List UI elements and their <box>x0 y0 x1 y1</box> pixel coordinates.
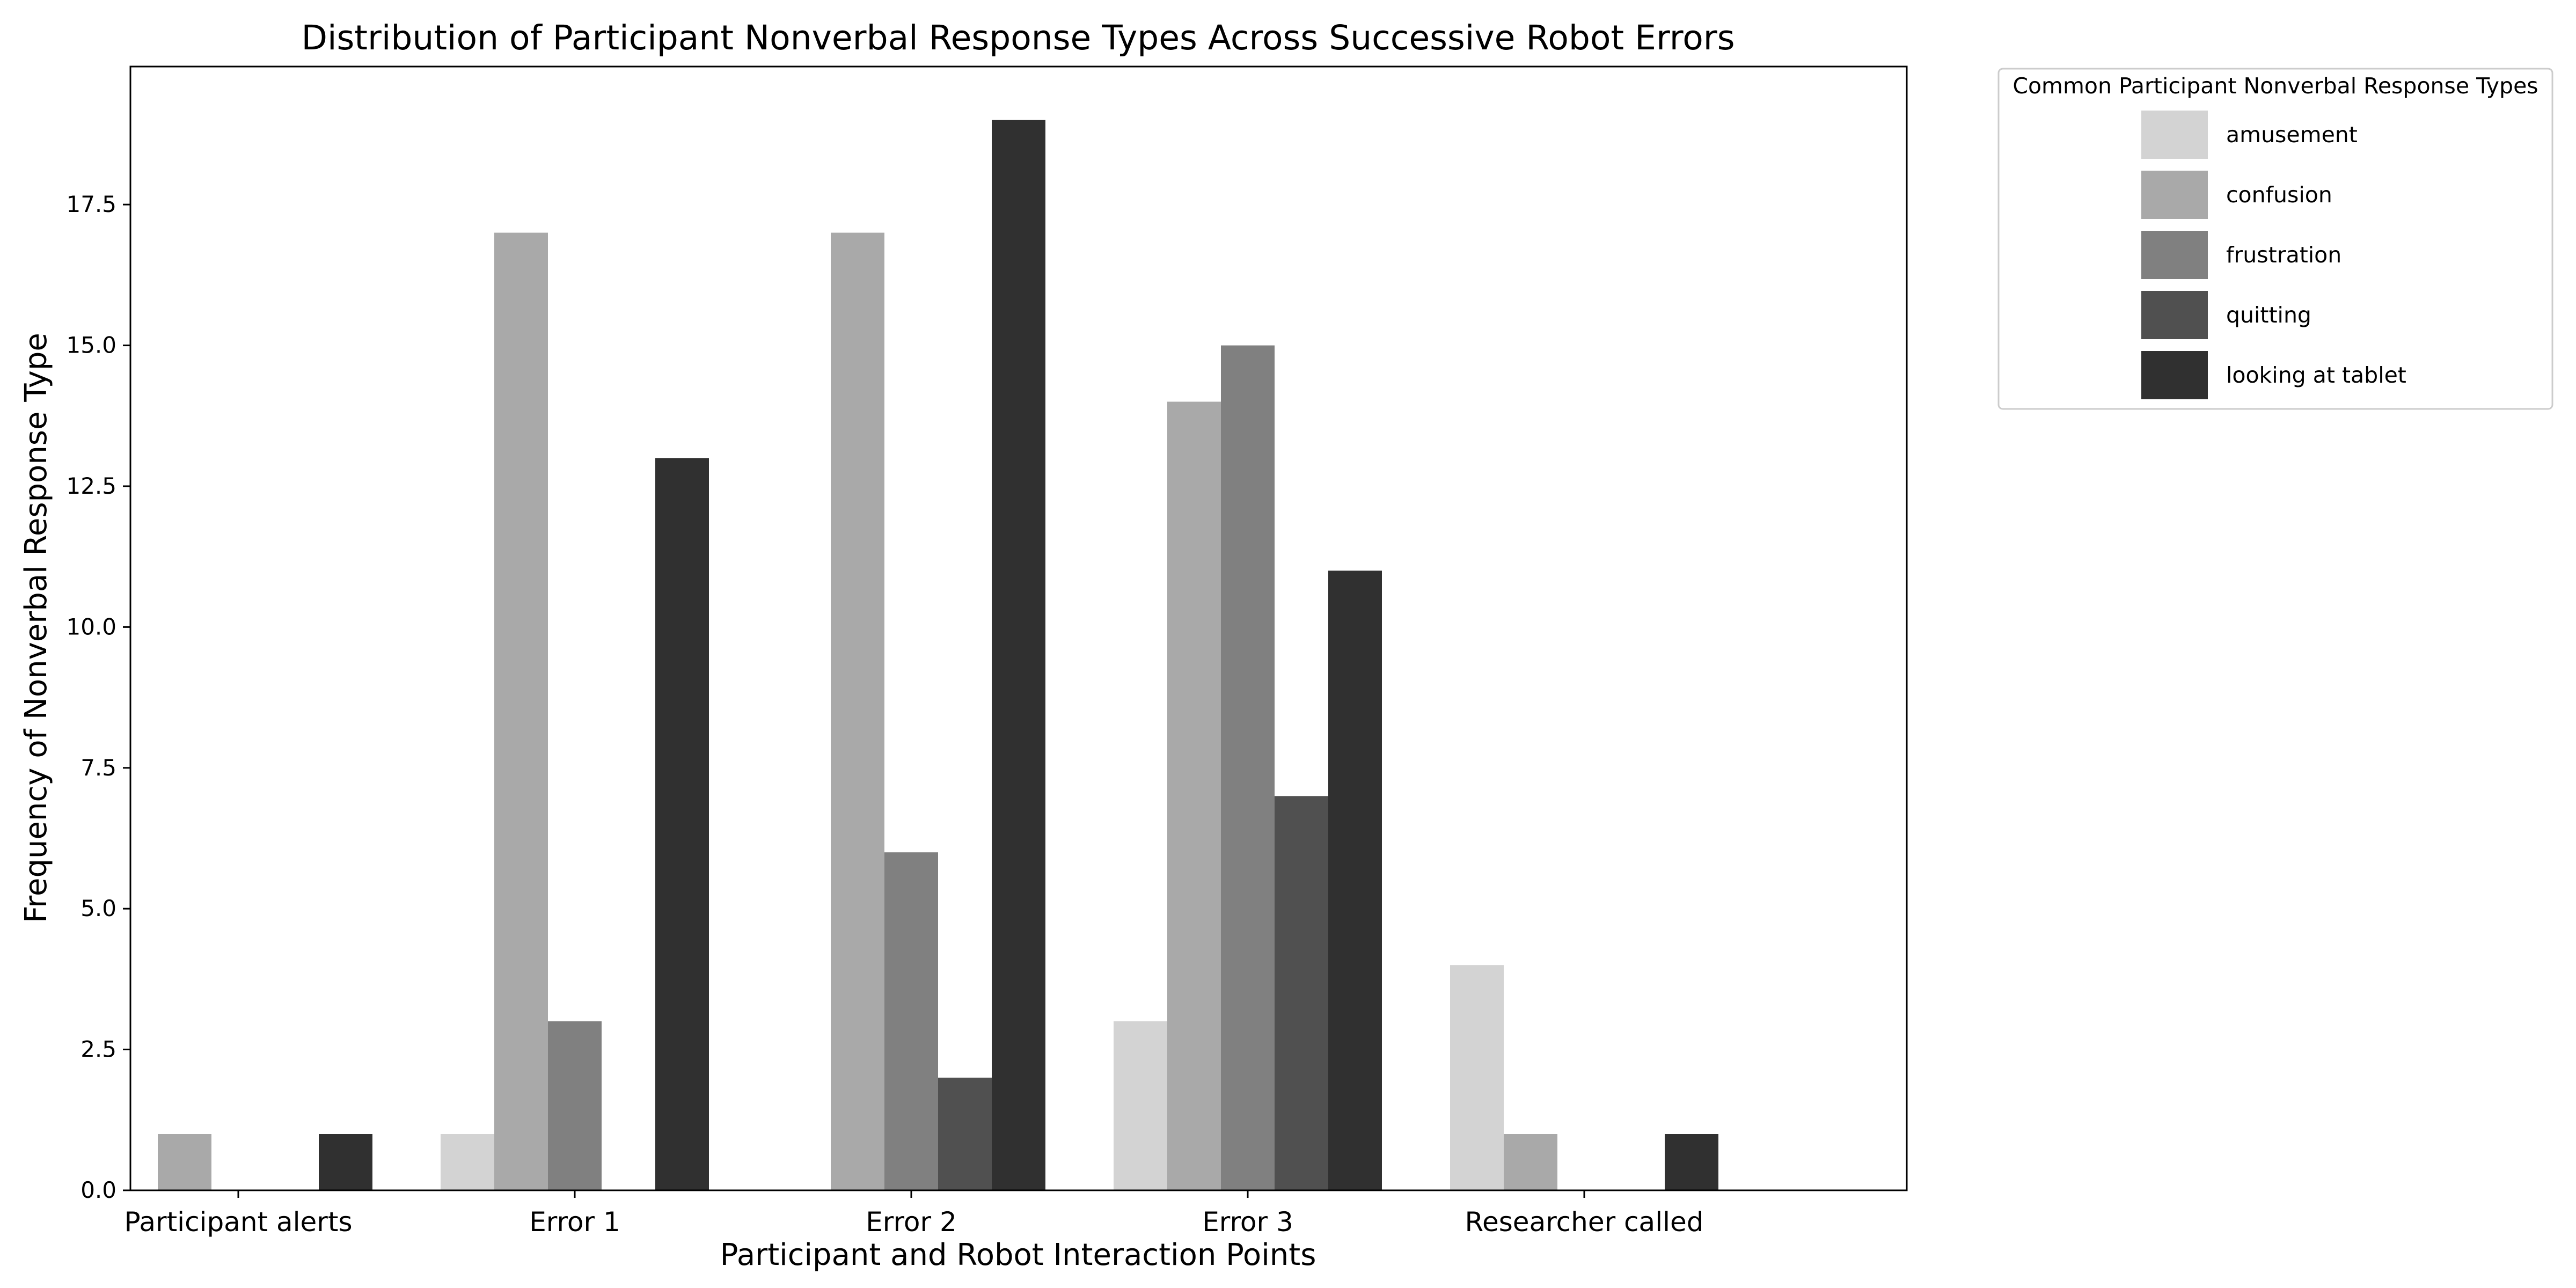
x-tick-label: Error 1 <box>529 1206 620 1238</box>
x-axis-ticks: Participant alerts Error 1 Error 2 Error 3 R… <box>124 1190 1703 1238</box>
y-tick-label: 17.5 <box>66 191 116 217</box>
bar-amusement-researcher-called <box>1450 965 1504 1190</box>
legend-items: amusement confusion frustration quitting loo… <box>2141 111 2406 399</box>
chart-title: Distribution of Participant Nonverbal Re… <box>301 18 1735 57</box>
legend-swatch-looking-at-tablet <box>2141 351 2208 399</box>
legend-label-looking-at-tablet: looking at tablet <box>2226 362 2406 388</box>
y-tick-label: 7.5 <box>80 755 116 781</box>
bar-confusion-error-1 <box>494 232 548 1191</box>
plot-area <box>129 65 1908 1191</box>
bar-amusement-error-3 <box>1114 1021 1167 1190</box>
y-tick-label: 2.5 <box>80 1036 116 1063</box>
bar-confusion-participant-alerts <box>158 1134 211 1190</box>
legend-swatch-amusement <box>2141 111 2208 159</box>
bar-confusion-error-3 <box>1167 401 1221 1190</box>
bar-looking-at-tablet-researcher-called <box>1665 1134 1718 1190</box>
bar-frustration-error-3 <box>1221 345 1275 1190</box>
bar-quitting-error-3 <box>1275 796 1328 1190</box>
bar-confusion-researcher-called <box>1504 1134 1557 1190</box>
legend-swatch-quitting <box>2141 291 2208 339</box>
bar-confusion-error-2 <box>831 232 884 1191</box>
legend-label-confusion: confusion <box>2226 182 2332 208</box>
y-tick-label: 10.0 <box>66 613 116 640</box>
y-axis-ticks: 0.0 2.5 5.0 7.5 10.0 12.5 15.0 17.5 <box>66 191 130 1203</box>
legend: Common Participant Nonverbal Response Ty… <box>1997 68 2553 410</box>
x-axis-label: Participant and Robot Interaction Points <box>720 1238 1316 1272</box>
x-tick-label: Error 3 <box>1202 1206 1293 1238</box>
bar-looking-at-tablet-participant-alerts <box>319 1134 372 1190</box>
bar-looking-at-tablet-error-3 <box>1328 570 1382 1190</box>
legend-frame <box>1997 68 2553 410</box>
bar-looking-at-tablet-error-1 <box>655 458 709 1190</box>
bar-frustration-error-1 <box>548 1021 602 1190</box>
bars <box>158 120 1718 1191</box>
legend-label-frustration: frustration <box>2226 242 2341 268</box>
y-tick-label: 15.0 <box>66 332 116 358</box>
legend-swatch-frustration <box>2141 231 2208 279</box>
legend-label-quitting: quitting <box>2226 302 2311 328</box>
x-tick-label: Error 2 <box>866 1206 957 1238</box>
x-tick-label: Researcher called <box>1465 1206 1704 1238</box>
legend-title: Common Participant Nonverbal Response Ty… <box>2012 73 2538 99</box>
legend-swatch-confusion <box>2141 171 2208 219</box>
bar-quitting-error-2 <box>938 1078 992 1190</box>
bar-frustration-error-2 <box>884 852 938 1190</box>
y-tick-label: 5.0 <box>80 895 116 921</box>
y-tick-label: 12.5 <box>66 473 116 499</box>
y-axis-label: Frequency of Nonverbal Response Type <box>19 333 54 923</box>
x-tick-label: Participant alerts <box>124 1206 352 1238</box>
legend-label-amusement: amusement <box>2226 122 2358 148</box>
bar-amusement-error-1 <box>441 1134 494 1190</box>
bar-looking-at-tablet-error-2 <box>992 120 1045 1191</box>
y-tick-label: 0.0 <box>80 1177 116 1203</box>
